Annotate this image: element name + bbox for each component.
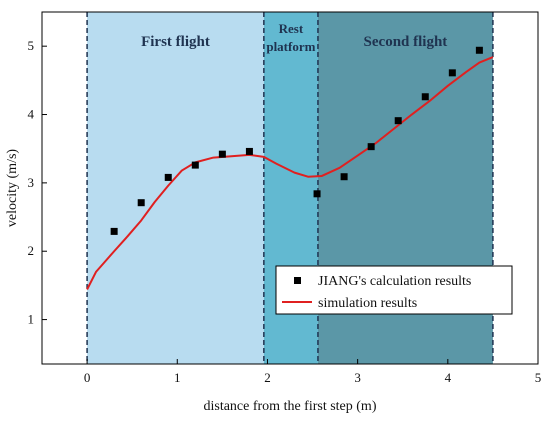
x-tick-label: 0: [84, 370, 91, 385]
y-tick-label: 4: [28, 107, 35, 122]
region-label-0: First flight: [141, 34, 210, 50]
legend-marker-square: [294, 277, 301, 284]
data-point-jiang: [421, 93, 429, 101]
y-tick-label: 2: [28, 243, 35, 258]
x-tick-label: 4: [445, 370, 452, 385]
legend-box: [275, 265, 513, 315]
region-label-1-line-1: platform: [266, 39, 315, 54]
x-tick-label: 5: [535, 370, 542, 385]
scatter-series: [110, 46, 483, 235]
data-point-jiang: [164, 173, 172, 181]
series-line-simulation: [86, 56, 494, 290]
region-0: [87, 12, 264, 364]
x-axis-ticks: 0 1 2 3 4 5: [84, 359, 541, 385]
legend: JIANG's calculation results simulation r…: [275, 265, 513, 315]
data-point-jiang: [137, 199, 145, 207]
region-boundaries: [86, 12, 494, 364]
data-point-jiang: [394, 117, 402, 125]
data-point-jiang: [218, 150, 226, 158]
y-axis-title: velocity (m/s): [5, 149, 20, 227]
x-tick-label: 2: [264, 370, 271, 385]
y-tick-label: 5: [28, 38, 35, 53]
y-tick-label: 3: [28, 175, 35, 190]
y-axis-ticks: 1 2 3 4 5: [28, 38, 47, 327]
data-point-jiang: [191, 161, 199, 169]
legend-label-simulation: simulation results: [318, 296, 417, 311]
data-point-jiang: [367, 143, 375, 151]
y-tick-label: 1: [28, 312, 35, 327]
region-labels: First flight Rest platform Second flight: [141, 21, 447, 54]
x-axis-title: distance from the first step (m): [203, 399, 376, 414]
data-point-jiang: [475, 46, 483, 54]
data-point-jiang: [313, 190, 321, 198]
x-tick-label: 3: [354, 370, 361, 385]
region-label-2: Second flight: [364, 34, 448, 50]
x-tick-label: 1: [174, 370, 181, 385]
plot-frame: [41, 11, 539, 365]
data-point-jiang: [245, 147, 253, 155]
data-point-jiang: [340, 173, 348, 181]
line-series: [86, 56, 494, 290]
region-label-1-line-0: Rest: [279, 21, 304, 36]
data-point-jiang: [448, 69, 456, 77]
data-point-jiang: [110, 227, 118, 235]
legend-label-jiang: JIANG's calculation results: [318, 274, 471, 289]
